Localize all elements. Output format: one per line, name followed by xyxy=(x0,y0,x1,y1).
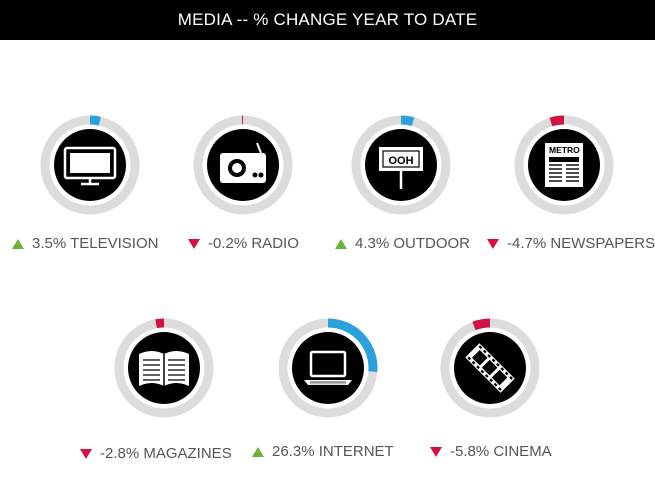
icon-disc xyxy=(292,332,364,404)
value-arc-magazines xyxy=(155,318,165,329)
television-icon xyxy=(63,146,117,186)
value-arc-television xyxy=(89,115,101,126)
page-title-bar: MEDIA -- % CHANGE YEAR TO DATE xyxy=(0,0,655,40)
billboard-icon-text: OOH xyxy=(388,155,413,167)
label-text: 4.3% OUTDOOR xyxy=(355,235,471,252)
label-text: 3.5% TELEVISION xyxy=(32,235,159,252)
label-text: -5.8% CINEMA xyxy=(450,443,552,460)
arrow-up-icon xyxy=(252,446,264,457)
arrow-down-icon xyxy=(188,238,200,249)
newspaper-icon: METRO xyxy=(545,143,583,187)
value-arc-cinema xyxy=(472,318,491,331)
ring-track xyxy=(440,318,540,418)
newspaper-icon-text: METRO xyxy=(549,145,580,155)
label-cinema: -5.8% CINEMA xyxy=(430,443,552,460)
label-text: -2.8% MAGAZINES xyxy=(100,445,232,462)
ring-magazines xyxy=(114,318,214,418)
label-text: -4.7% NEWSPAPERS xyxy=(507,235,655,252)
ring-radio xyxy=(193,115,293,215)
label-television: 3.5% TELEVISION xyxy=(12,235,158,252)
label-text: 26.3% INTERNET xyxy=(272,443,394,460)
label-newspapers: -4.7% NEWSPAPERS xyxy=(487,235,655,252)
value-arc-outdoor xyxy=(400,115,415,127)
ring-outdoor: OOH xyxy=(351,115,451,215)
ring-television xyxy=(40,115,140,215)
laptop-icon xyxy=(304,350,352,385)
ring-newspapers: METRO xyxy=(514,115,614,215)
arrow-up-icon xyxy=(335,238,347,249)
arrow-up-icon xyxy=(12,238,24,249)
arrow-down-icon xyxy=(487,238,499,249)
arrow-down-icon xyxy=(430,446,442,457)
label-text: -0.2% RADIO xyxy=(208,235,299,252)
label-outdoor: 4.3% OUTDOOR xyxy=(335,235,470,252)
label-internet: 26.3% INTERNET xyxy=(252,443,394,460)
ring-internet xyxy=(278,318,378,418)
page-title: MEDIA -- % CHANGE YEAR TO DATE xyxy=(177,10,478,29)
arrow-down-icon xyxy=(80,448,92,459)
radio-icon xyxy=(220,142,266,183)
label-radio: -0.2% RADIO xyxy=(188,235,299,252)
billboard-icon: OOH xyxy=(379,147,423,189)
label-magazines: -2.8% MAGAZINES xyxy=(80,445,232,462)
value-arc-newspapers xyxy=(549,115,565,127)
magazine-icon xyxy=(139,351,189,386)
value-arc-internet xyxy=(327,318,378,373)
film-strip-icon xyxy=(465,343,515,393)
ring-cinema xyxy=(440,318,540,418)
